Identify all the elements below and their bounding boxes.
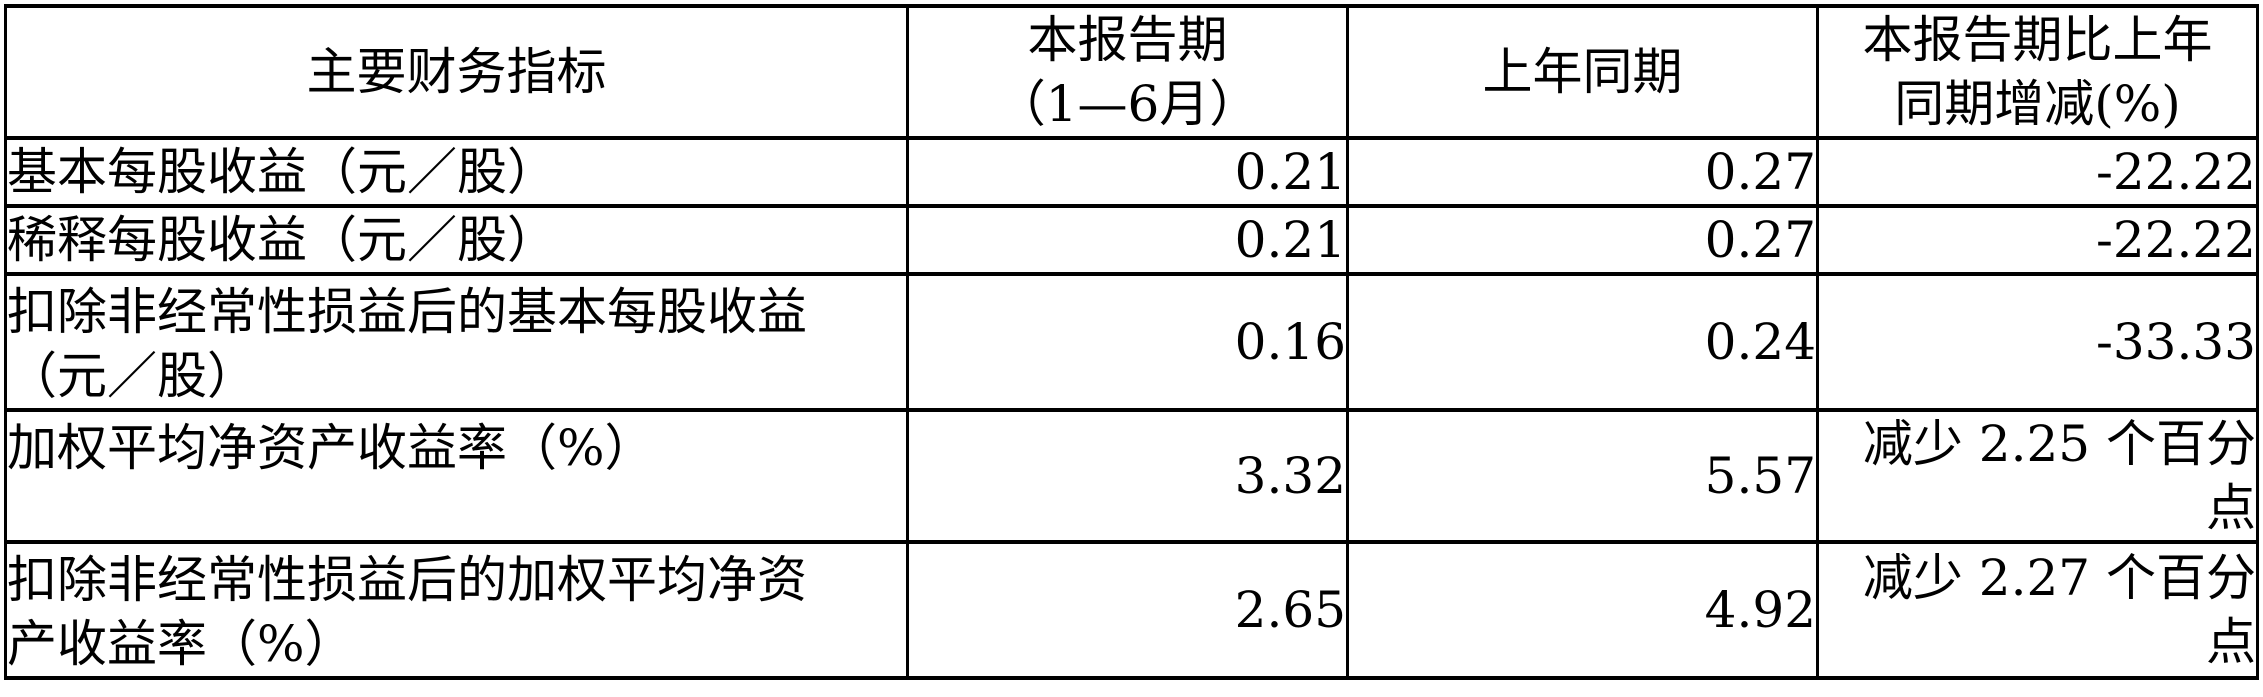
table-row: 加权平均净资产收益率（%） 3.32 5.57 减少 2.25 个百分 点 — [4, 408, 2259, 544]
financial-indicators-table: 主要财务指标 本报告期 （1—6月） 上年同期 本报告期比上年 同期增减(%) … — [4, 4, 2259, 680]
current-period-cell: 2.65 — [906, 540, 1349, 680]
col-header-current-period: 本报告期 （1—6月） — [906, 4, 1349, 140]
indicator-cell: 加权平均净资产收益率（%） — [4, 408, 909, 544]
current-period-cell: 0.16 — [906, 272, 1349, 412]
current-period-cell: 3.32 — [906, 408, 1349, 544]
header-row: 主要财务指标 本报告期 （1—6月） 上年同期 本报告期比上年 同期增减(%) — [4, 4, 2259, 140]
change-cell: 减少 2.27 个百分 点 — [1816, 540, 2259, 680]
change-cell: -22.22 — [1816, 204, 2259, 276]
indicator-cell: 扣除非经常性损益后的基本每股收益 （元／股） — [4, 272, 909, 412]
table-row: 稀释每股收益（元／股） 0.21 0.27 -22.22 — [4, 204, 2259, 276]
prior-period-cell: 0.24 — [1346, 272, 1819, 412]
prior-period-cell: 0.27 — [1346, 136, 1819, 208]
prior-period-cell: 5.57 — [1346, 408, 1819, 544]
change-cell: -33.33 — [1816, 272, 2259, 412]
current-period-cell: 0.21 — [906, 136, 1349, 208]
table-row: 扣除非经常性损益后的基本每股收益 （元／股） 0.16 0.24 -33.33 — [4, 272, 2259, 412]
change-cell: 减少 2.25 个百分 点 — [1816, 408, 2259, 544]
prior-period-cell: 4.92 — [1346, 540, 1819, 680]
change-cell: -22.22 — [1816, 136, 2259, 208]
table-row: 基本每股收益（元／股） 0.21 0.27 -22.22 — [4, 136, 2259, 208]
col-header-prior-period: 上年同期 — [1346, 4, 1819, 140]
col-header-change: 本报告期比上年 同期增减(%) — [1816, 4, 2259, 140]
current-period-cell: 0.21 — [906, 204, 1349, 276]
table-row: 扣除非经常性损益后的加权平均净资 产收益率（%） 2.65 4.92 减少 2.… — [4, 540, 2259, 680]
indicator-cell: 扣除非经常性损益后的加权平均净资 产收益率（%） — [4, 540, 909, 680]
prior-period-cell: 0.27 — [1346, 204, 1819, 276]
indicator-cell: 稀释每股收益（元／股） — [4, 204, 909, 276]
col-header-indicator: 主要财务指标 — [4, 4, 909, 140]
indicator-cell: 基本每股收益（元／股） — [4, 136, 909, 208]
